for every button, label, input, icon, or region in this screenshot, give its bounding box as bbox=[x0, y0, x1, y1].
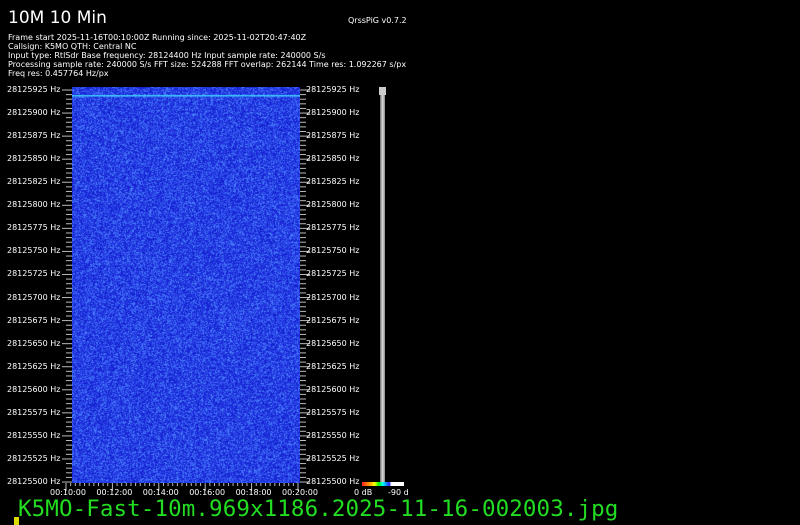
freq-label-right: 28125650 Hz bbox=[306, 340, 359, 348]
freq-label-right: 28125925 Hz bbox=[306, 86, 359, 94]
freq-label-left: 28125850 Hz bbox=[7, 155, 60, 163]
freq-label-left: 28125875 Hz bbox=[7, 132, 60, 140]
freq-label-right: 28125875 Hz bbox=[306, 132, 359, 140]
freq-label-right: 28125675 Hz bbox=[306, 317, 359, 325]
filename-text: K5MO-Fast-10m.969x1186.2025-11-16-002003… bbox=[18, 496, 618, 522]
freq-label-right: 28125625 Hz bbox=[306, 363, 359, 371]
freq-label-right: 28125500 Hz bbox=[306, 478, 359, 486]
freq-label-left: 28125500 Hz bbox=[7, 478, 60, 486]
freq-label-right: 28125525 Hz bbox=[306, 455, 359, 463]
freq-label-left: 28125625 Hz bbox=[7, 363, 60, 371]
freq-label-left: 28125900 Hz bbox=[7, 109, 60, 117]
freq-label-right: 28125600 Hz bbox=[306, 386, 359, 394]
text-cursor bbox=[14, 517, 19, 525]
horizontal-colorbar bbox=[362, 482, 404, 486]
freq-label-left: 28125925 Hz bbox=[7, 86, 60, 94]
freq-label-left: 28125725 Hz bbox=[7, 270, 60, 278]
freq-label-left: 28125825 Hz bbox=[7, 178, 60, 186]
freq-label-left: 28125800 Hz bbox=[7, 201, 60, 209]
freq-label-left: 28125775 Hz bbox=[7, 224, 60, 232]
vertical-colorbar bbox=[380, 87, 385, 484]
freq-label-right: 28125750 Hz bbox=[306, 247, 359, 255]
freq-label-right: 28125700 Hz bbox=[306, 294, 359, 302]
freq-label-left: 28125650 Hz bbox=[7, 340, 60, 348]
freq-label-left: 28125600 Hz bbox=[7, 386, 60, 394]
freq-label-right: 28125825 Hz bbox=[306, 178, 359, 186]
freq-label-right: 28125900 Hz bbox=[306, 109, 359, 117]
freq-label-right: 28125575 Hz bbox=[306, 409, 359, 417]
freq-label-right: 28125850 Hz bbox=[306, 155, 359, 163]
freq-label-right: 28125800 Hz bbox=[306, 201, 359, 209]
freq-label-left: 28125575 Hz bbox=[7, 409, 60, 417]
freq-label-right: 28125775 Hz bbox=[306, 224, 359, 232]
freq-label-right: 28125550 Hz bbox=[306, 432, 359, 440]
colorbar-handle[interactable] bbox=[379, 87, 386, 95]
freq-label-right: 28125725 Hz bbox=[306, 270, 359, 278]
freq-label-left: 28125525 Hz bbox=[7, 455, 60, 463]
freq-label-left: 28125675 Hz bbox=[7, 317, 60, 325]
freq-label-left: 28125550 Hz bbox=[7, 432, 60, 440]
freq-label-left: 28125700 Hz bbox=[7, 294, 60, 302]
freq-label-left: 28125750 Hz bbox=[7, 247, 60, 255]
